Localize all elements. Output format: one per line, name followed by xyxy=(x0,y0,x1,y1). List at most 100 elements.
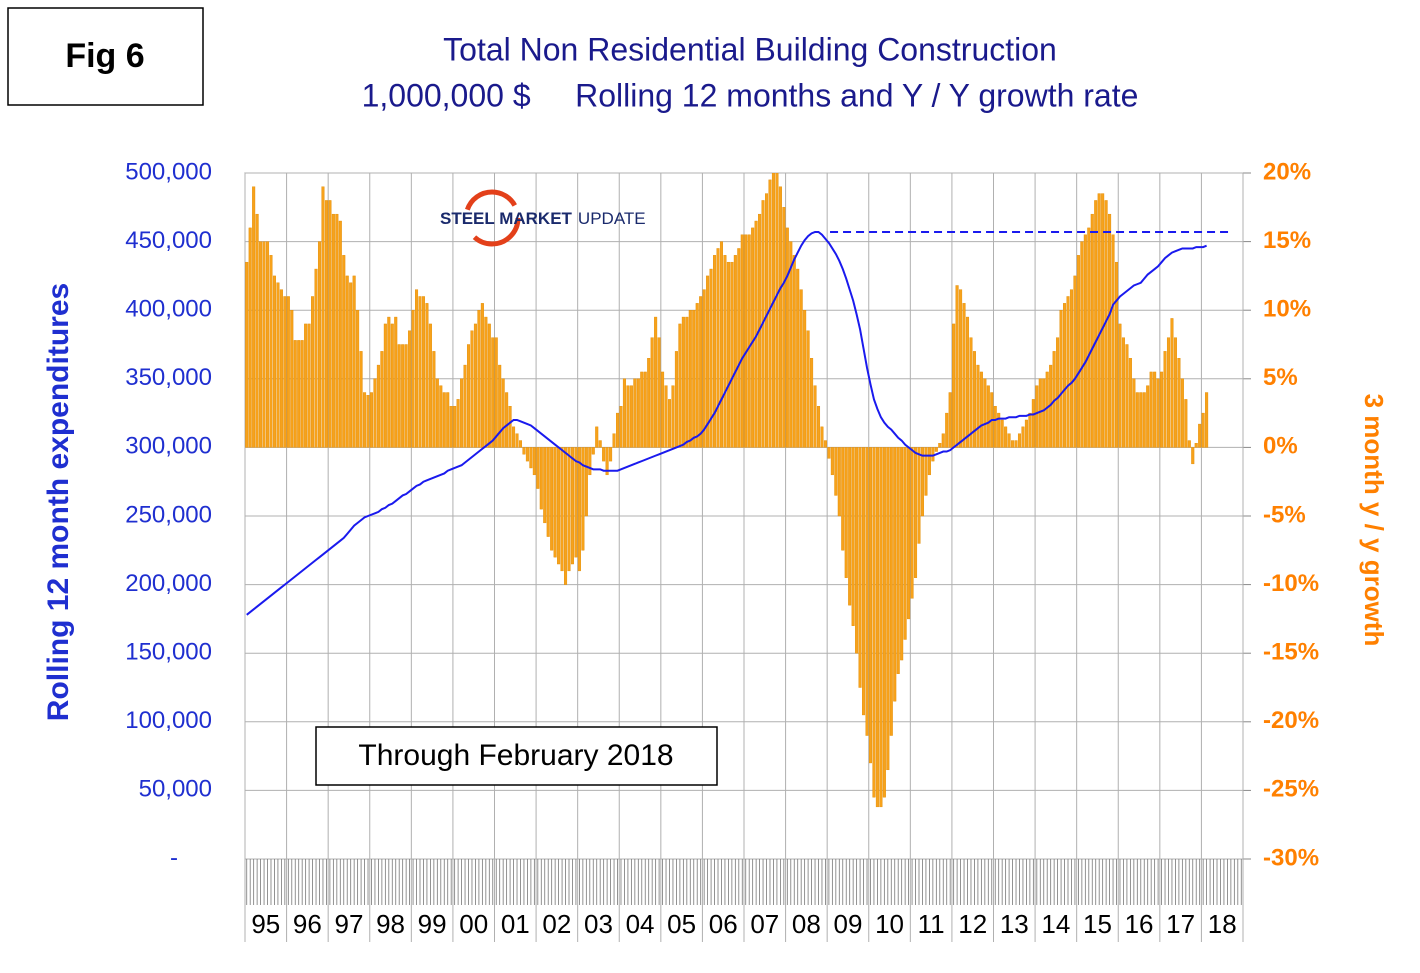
bar xyxy=(1166,337,1171,448)
bar xyxy=(518,440,523,448)
bar xyxy=(460,378,464,448)
bar xyxy=(1125,344,1129,448)
bar xyxy=(279,289,283,448)
bar xyxy=(896,447,900,674)
bar xyxy=(1080,241,1084,448)
bar xyxy=(737,248,741,448)
bar xyxy=(1121,337,1125,448)
bar xyxy=(435,378,439,448)
bar xyxy=(536,447,540,489)
bar xyxy=(359,351,363,448)
bar xyxy=(1108,213,1112,448)
x-tick-label: 00 xyxy=(459,909,488,939)
bar xyxy=(889,447,893,736)
y-axis-label: Rolling 12 month expenditures xyxy=(42,283,75,721)
bar xyxy=(813,385,817,448)
y2-tick-label: -25% xyxy=(1263,776,1319,803)
y-tick-label: 250,000 xyxy=(125,501,212,528)
fig-box xyxy=(7,7,204,106)
bar xyxy=(851,447,855,626)
x-tick-label: 98 xyxy=(376,909,405,939)
bar xyxy=(276,282,280,448)
bar xyxy=(695,303,699,448)
bar xyxy=(1149,371,1153,448)
bar xyxy=(692,310,696,448)
bar xyxy=(1156,378,1160,448)
x-tick-label: 11 xyxy=(918,909,945,939)
x-tick-label: 06 xyxy=(709,909,738,939)
bar xyxy=(421,296,425,448)
bar-series xyxy=(245,173,1209,808)
bar xyxy=(927,447,931,476)
bar xyxy=(380,351,384,448)
bar xyxy=(574,447,578,558)
bar xyxy=(1083,234,1087,448)
annotation-box xyxy=(315,726,718,786)
bar xyxy=(394,316,398,448)
bar xyxy=(751,227,755,448)
bar xyxy=(553,447,557,558)
bar xyxy=(498,364,502,448)
bar xyxy=(404,344,408,448)
bar xyxy=(376,364,380,448)
bar xyxy=(324,200,328,448)
bar xyxy=(993,406,997,448)
bar xyxy=(1177,358,1181,448)
bar xyxy=(1076,255,1080,448)
bar xyxy=(1035,385,1039,448)
bar xyxy=(512,426,516,448)
bar xyxy=(806,330,810,448)
bar xyxy=(317,241,322,448)
y2-tick-label: 5% xyxy=(1263,364,1298,391)
bar xyxy=(1170,318,1174,448)
bar xyxy=(532,447,536,476)
bar xyxy=(269,255,273,448)
y2-tick-label: 0% xyxy=(1263,433,1298,460)
bar xyxy=(941,433,945,448)
bar xyxy=(584,447,588,517)
bar xyxy=(664,385,668,448)
bar xyxy=(920,447,924,517)
bar xyxy=(1014,440,1018,448)
bar xyxy=(1007,433,1011,448)
bar xyxy=(1087,227,1091,448)
bar xyxy=(331,213,335,448)
bar xyxy=(765,193,769,448)
bar xyxy=(525,447,529,462)
bar xyxy=(1090,213,1094,448)
x-tick-label: 01 xyxy=(501,909,530,939)
bar xyxy=(965,316,970,448)
bar xyxy=(255,213,259,448)
bar xyxy=(726,261,730,448)
bar xyxy=(823,440,827,448)
bar xyxy=(484,316,488,448)
bar xyxy=(1000,419,1004,448)
x-tick-label: 08 xyxy=(792,909,821,939)
bar xyxy=(730,261,734,448)
bar xyxy=(952,323,956,448)
bar xyxy=(972,351,976,448)
x-tick-label: 03 xyxy=(584,909,613,939)
bar xyxy=(1184,399,1188,448)
x-tick-label: 16 xyxy=(1125,909,1154,939)
bar xyxy=(1028,412,1032,448)
bar xyxy=(470,330,474,448)
x-tick-label: 99 xyxy=(418,909,447,939)
bar xyxy=(1066,296,1070,448)
bar xyxy=(591,447,595,455)
bar xyxy=(501,378,505,448)
bar xyxy=(1118,323,1122,448)
bar xyxy=(449,406,453,448)
bar xyxy=(678,323,682,448)
bar xyxy=(775,173,779,448)
bar xyxy=(508,406,512,448)
bar xyxy=(671,385,675,448)
bar xyxy=(848,447,852,606)
bar xyxy=(466,344,471,448)
bar xyxy=(283,296,287,448)
bar xyxy=(681,316,685,448)
x-tick-label: 09 xyxy=(833,909,862,939)
bar xyxy=(335,213,339,448)
bar xyxy=(1205,392,1209,448)
bar xyxy=(976,364,980,448)
